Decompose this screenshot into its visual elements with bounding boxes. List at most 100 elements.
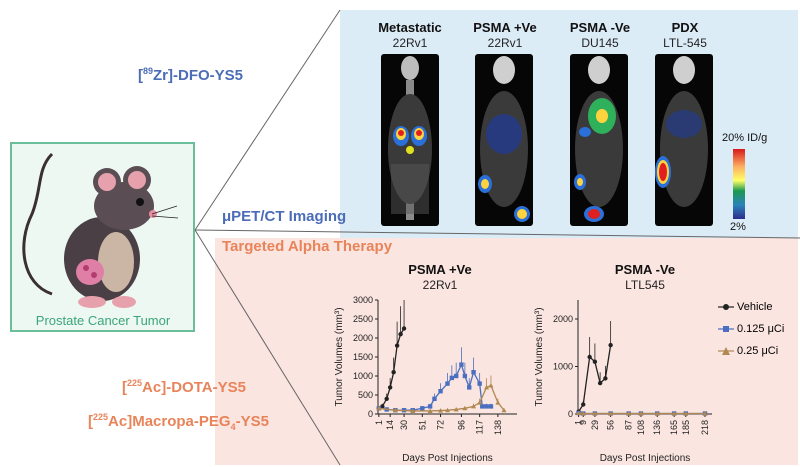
data-point	[477, 400, 483, 405]
x-tick-label: 117	[475, 420, 485, 434]
data-point	[638, 411, 644, 416]
therapy-agent-2: [225Ac]Macropa-PEG4-YS5	[88, 412, 269, 432]
data-point	[376, 405, 382, 411]
legend-label-025: 0.25 μCi	[737, 345, 779, 357]
therapy-agent-2-name: ]Macropa-PEG	[127, 413, 231, 430]
therapy-agent-2-isotope: Ac	[108, 413, 128, 430]
scan-image-pdx	[655, 54, 713, 226]
legend-marker-025	[718, 347, 734, 355]
data-point	[471, 403, 477, 409]
data-point	[453, 406, 459, 412]
imaging-agent-isotope: Zr	[153, 67, 169, 84]
data-point	[391, 370, 396, 375]
mouse-icon	[22, 152, 179, 308]
x-tick-label: 136	[652, 420, 662, 435]
colorbar	[733, 149, 745, 219]
scan-3-title: PSMA -Ve	[569, 20, 631, 35]
data-point	[384, 396, 389, 401]
data-point	[445, 381, 450, 386]
data-point	[462, 405, 468, 411]
data-point	[488, 383, 494, 388]
data-point	[432, 396, 437, 401]
data-point	[580, 411, 586, 416]
data-point	[459, 362, 464, 367]
colorbar-max-label: 20% ID/g	[722, 132, 768, 144]
therapy-agent-1-name: ]-DOTA-YS5	[161, 379, 246, 396]
scan-4-subtitle: LTL-545	[663, 36, 707, 50]
chart-1-subtitle: 22Rv1	[422, 278, 458, 292]
data-point	[420, 406, 425, 411]
targeted-alpha-therapy-label: Targeted Alpha Therapy	[222, 238, 393, 255]
data-point	[480, 404, 485, 409]
data-point	[387, 385, 393, 390]
legend-item-vehicle: Vehicle	[718, 296, 798, 318]
y-tick-label: 1000	[553, 362, 573, 372]
chart-psma-negative: 0 1000 2000 19 29 56 87 108 136 165 185 218 Tumor Vo…	[534, 300, 712, 464]
therapy-agent-2-mass-number: 225	[93, 412, 109, 422]
scan-image-psma-negative	[570, 54, 628, 226]
data-point	[427, 408, 433, 413]
data-point	[603, 376, 608, 381]
scan-1-subtitle: 22Rv1	[392, 36, 428, 50]
x-tick-label: 218	[700, 420, 710, 435]
x-tick-label: 138	[493, 420, 503, 435]
x-tick-label: 108	[636, 420, 646, 435]
x-axis-label: Days Post Injections	[600, 453, 691, 464]
x-tick-label: 96	[456, 420, 466, 430]
data-point	[654, 411, 660, 416]
data-point	[438, 389, 443, 394]
data-point	[587, 354, 592, 360]
mouse-caption: Prostate Cancer Tumor	[35, 313, 171, 328]
y-tick-label: 3000	[353, 295, 373, 305]
x-tick-label: 1	[374, 420, 384, 425]
x-tick-label: 72	[436, 420, 446, 430]
y-axis-label: Tumor Volumes (mm³)	[534, 307, 545, 406]
scan-2-subtitle: 22Rv1	[487, 36, 523, 50]
data-point	[484, 404, 489, 409]
scan-image-metastatic	[381, 54, 439, 226]
data-point	[398, 332, 403, 337]
data-point	[471, 370, 476, 375]
data-point	[671, 411, 677, 416]
mouse-illustration-box	[10, 142, 195, 332]
scan-image-psma-positive	[475, 54, 533, 226]
scan-3-subtitle: DU145	[581, 36, 619, 50]
x-tick-label: 30	[399, 420, 409, 430]
data-point	[410, 408, 416, 413]
data-point	[462, 373, 468, 379]
x-tick-label: 185	[681, 420, 691, 435]
imaging-agent-mass-number: 89	[143, 66, 154, 76]
data-point	[495, 400, 501, 405]
y-tick-label: 2000	[353, 333, 373, 343]
therapy-agent-1-isotope: Ac	[142, 379, 162, 396]
scan-1-title: Metastatic	[378, 20, 442, 35]
data-point	[608, 342, 613, 348]
therapy-agent-2-suffix: -YS5	[235, 413, 269, 430]
chart-2-title: PSMA -Ve	[614, 262, 676, 277]
x-tick-label: 51	[417, 420, 427, 430]
x-tick-label: 1	[574, 420, 584, 425]
data-point	[597, 380, 603, 386]
data-point	[380, 404, 385, 409]
data-point	[453, 373, 459, 379]
x-tick-label: 14	[385, 420, 395, 430]
data-point	[445, 407, 450, 413]
chart-1-title: PSMA +Ve	[408, 262, 472, 277]
y-tick-label: 0	[568, 409, 573, 419]
data-point	[484, 384, 490, 390]
scan-2-title: PSMA +Ve	[473, 20, 537, 35]
x-axis-label: Days Post Injections	[402, 453, 493, 464]
x-tick-label: 9	[578, 420, 588, 425]
x-tick-label: 56	[606, 420, 616, 430]
data-point	[702, 411, 708, 416]
data-point	[592, 359, 598, 364]
legend-label-vehicle: Vehicle	[737, 301, 773, 313]
data-point	[488, 404, 494, 409]
scan-4-title: PDX	[671, 20, 699, 35]
therapy-agent-2-subscript: 4	[230, 422, 236, 432]
data-point	[449, 375, 455, 381]
x-tick-label: 29	[590, 420, 600, 430]
imaging-agent-label: [89Zr]-DFO-YS5	[138, 66, 244, 84]
y-tick-label: 0	[368, 409, 373, 419]
data-point	[683, 411, 689, 416]
